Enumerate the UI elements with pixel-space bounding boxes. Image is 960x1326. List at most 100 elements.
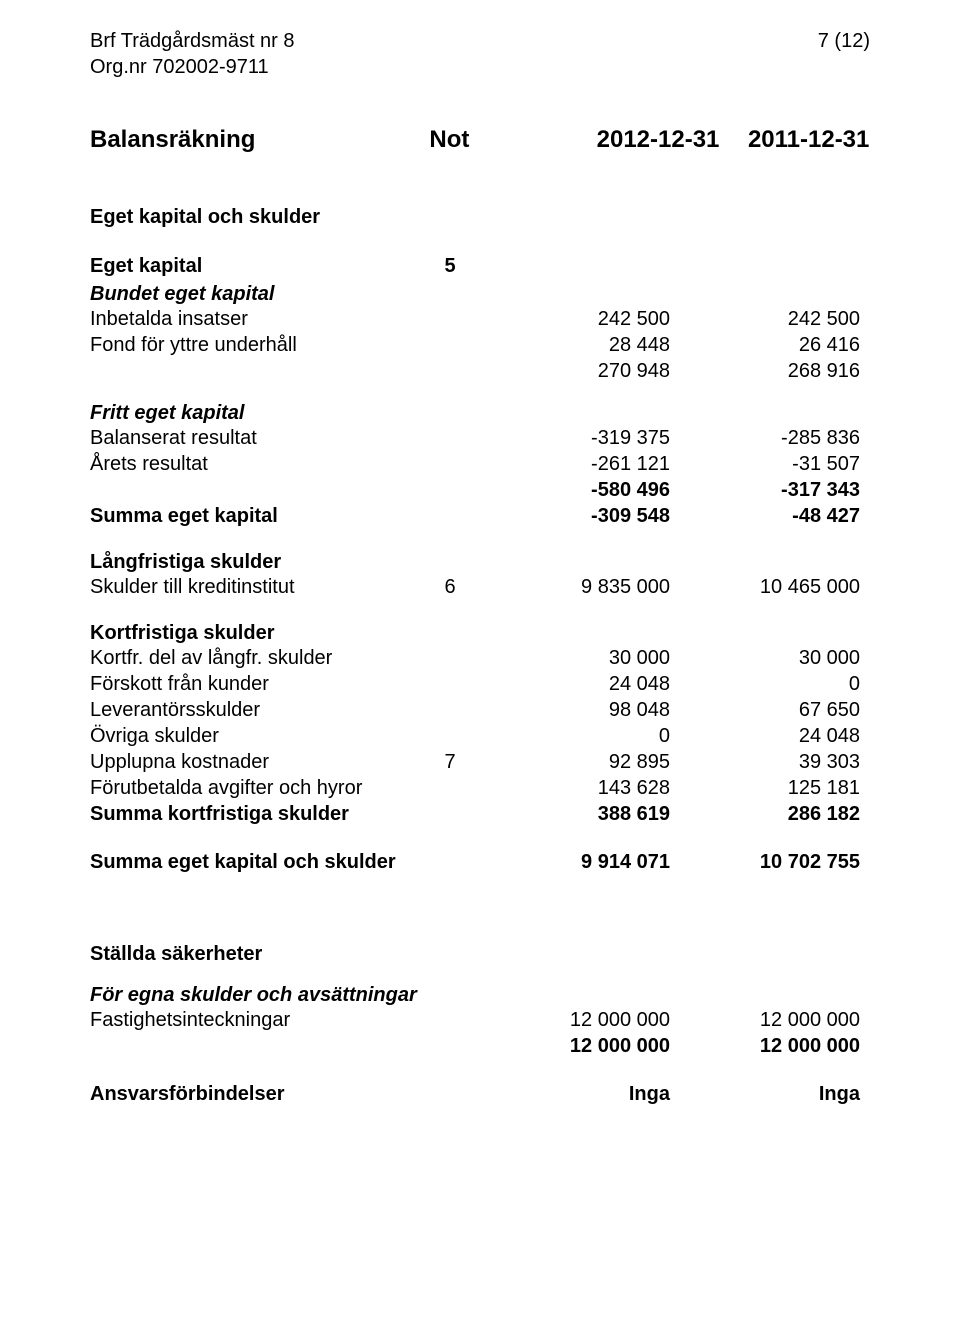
row-value-1: 30 000 <box>480 645 670 671</box>
org-name: Brf Trädgårdsmäst nr 8 <box>90 28 295 54</box>
row-value-1: 12 000 000 <box>480 1007 670 1033</box>
row-value-1: 270 948 <box>480 358 670 384</box>
row-value-1: Inga <box>480 1081 670 1107</box>
row-value-2: -48 427 <box>670 503 860 529</box>
row-label: Fastighetsinteckningar <box>90 1007 420 1033</box>
row-label: Summa kortfristiga skulder <box>90 801 420 827</box>
row-value-1: 24 048 <box>480 671 670 697</box>
row-value-2: 268 916 <box>670 358 860 384</box>
table-row: Fastighetsinteckningar 12 000 000 12 000… <box>90 1007 870 1033</box>
row-label: Årets resultat <box>90 451 420 477</box>
row-value-2: 39 303 <box>670 749 860 775</box>
row-note <box>420 1081 480 1107</box>
row-value-1: 98 048 <box>480 697 670 723</box>
row-value-1: 242 500 <box>480 306 670 332</box>
row-label: Övriga skulder <box>90 723 420 749</box>
row-value-1: 92 895 <box>480 749 670 775</box>
page-title: Balansräkning <box>90 126 255 154</box>
row-note <box>420 451 480 477</box>
row-value-1: 9 835 000 <box>480 574 670 600</box>
row-value-1: -261 121 <box>480 451 670 477</box>
page-number: 7 (12) <box>818 28 870 80</box>
row-label: Förutbetalda avgifter och hyror <box>90 775 420 801</box>
total-row: Summa eget kapital och skulder 9 914 071… <box>90 849 870 875</box>
row-value-1: 9 914 071 <box>480 849 670 875</box>
eget-kapital-note: 5 <box>420 253 480 279</box>
row-value-2: -285 836 <box>670 425 860 451</box>
title-row: Balansräkning Not 2012-12-31 2011-12-31 <box>90 126 870 154</box>
row-note <box>420 477 480 503</box>
page: Brf Trädgårdsmäst nr 8 Org.nr 702002-971… <box>0 0 960 1326</box>
section-heading-eget-kapital-och-skulder: Eget kapital och skulder <box>90 206 870 229</box>
table-row: Förutbetalda avgifter och hyror 143 628 … <box>90 775 870 801</box>
row-label <box>90 1033 420 1059</box>
row-note <box>420 1007 480 1033</box>
row-value-2: -31 507 <box>670 451 860 477</box>
row-value-2: 24 048 <box>670 723 860 749</box>
row-note <box>420 849 480 875</box>
row-label: Kortfr. del av långfr. skulder <box>90 645 420 671</box>
row-value-1: -319 375 <box>480 425 670 451</box>
row-note <box>420 503 480 529</box>
summa-kortfristiga-row: Summa kortfristiga skulder 388 619 286 1… <box>90 801 870 827</box>
table-row: Kortfr. del av långfr. skulder 30 000 30… <box>90 645 870 671</box>
row-note <box>420 1033 480 1059</box>
column-date-1: 2012-12-31 <box>579 126 719 154</box>
row-note <box>420 645 480 671</box>
row-label: Fond för yttre underhåll <box>90 332 420 358</box>
table-row: Upplupna kostnader 7 92 895 39 303 <box>90 749 870 775</box>
eget-kapital-heading: Eget kapital <box>90 253 420 279</box>
row-value-2: 286 182 <box>670 801 860 827</box>
stallda-sub: För egna skulder och avsättningar <box>90 984 870 1007</box>
bundet-heading: Bundet eget kapital <box>90 283 870 306</box>
row-value-1: 143 628 <box>480 775 670 801</box>
row-note <box>420 775 480 801</box>
row-value-2: 0 <box>670 671 860 697</box>
row-label: Inbetalda insatser <box>90 306 420 332</box>
row-value-2: 12 000 000 <box>670 1007 860 1033</box>
row-note <box>420 723 480 749</box>
row-value-1: -580 496 <box>480 477 670 503</box>
table-row: Förskott från kunder 24 048 0 <box>90 671 870 697</box>
row-value-2: 26 416 <box>670 332 860 358</box>
row-value-2: 10 465 000 <box>670 574 860 600</box>
subtotal-row: 12 000 000 12 000 000 <box>90 1033 870 1059</box>
row-note <box>420 697 480 723</box>
row-value-1: 28 448 <box>480 332 670 358</box>
summa-eget-kapital-row: Summa eget kapital -309 548 -48 427 <box>90 503 870 529</box>
row-label: Summa eget kapital <box>90 503 420 529</box>
table-row: Årets resultat -261 121 -31 507 <box>90 451 870 477</box>
row-label: Upplupna kostnader <box>90 749 420 775</box>
row-note: 6 <box>420 574 480 600</box>
row-value-1: -309 548 <box>480 503 670 529</box>
row-value-2: 12 000 000 <box>670 1033 860 1059</box>
row-value-2: Inga <box>670 1081 860 1107</box>
row-value-1: 12 000 000 <box>480 1033 670 1059</box>
row-label <box>90 358 420 384</box>
row-value-1: 0 <box>480 723 670 749</box>
row-value-2: -317 343 <box>670 477 860 503</box>
stallda-heading: Ställda säkerheter <box>90 943 870 966</box>
row-label: Leverantörsskulder <box>90 697 420 723</box>
row-value-2: 242 500 <box>670 306 860 332</box>
row-label: Förskott från kunder <box>90 671 420 697</box>
row-note <box>420 671 480 697</box>
org-nr: Org.nr 702002-9711 <box>90 54 295 80</box>
empty <box>480 253 670 279</box>
ansvar-row: Ansvarsförbindelser Inga Inga <box>90 1081 870 1107</box>
eget-kapital-heading-row: Eget kapital 5 <box>90 253 870 279</box>
subtotal-row: -580 496 -317 343 <box>90 477 870 503</box>
subtotal-row: 270 948 268 916 <box>90 358 870 384</box>
row-note <box>420 425 480 451</box>
langfristiga-heading: Långfristiga skulder <box>90 551 870 574</box>
row-value-2: 125 181 <box>670 775 860 801</box>
empty <box>670 253 860 279</box>
row-note <box>420 306 480 332</box>
row-label <box>90 477 420 503</box>
table-row: Leverantörsskulder 98 048 67 650 <box>90 697 870 723</box>
table-row: Övriga skulder 0 24 048 <box>90 723 870 749</box>
kortfristiga-heading: Kortfristiga skulder <box>90 622 870 645</box>
table-row: Inbetalda insatser 242 500 242 500 <box>90 306 870 332</box>
row-value-2: 30 000 <box>670 645 860 671</box>
row-value-1: 388 619 <box>480 801 670 827</box>
